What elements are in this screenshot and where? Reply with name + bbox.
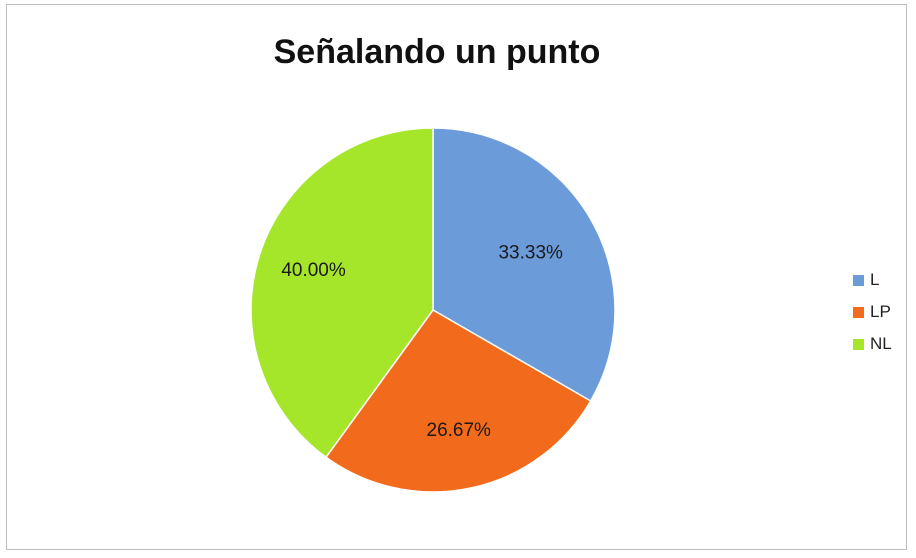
legend-item-l: L [853, 267, 892, 293]
pie-chart: 33.33% 26.67% 40.00% [250, 127, 616, 493]
chart-title: Señalando un punto [273, 33, 601, 71]
legend-swatch-l [853, 274, 864, 286]
pie-slice-lp [324, 309, 592, 493]
data-label-nl: 40.00% [281, 260, 346, 281]
data-label-l: 33.33% [498, 243, 563, 264]
pie-slice-l [432, 127, 616, 402]
legend-swatch-nl [853, 338, 864, 350]
legend-item-lp: LP [853, 299, 892, 325]
data-label-lp: 26.67% [427, 420, 492, 441]
legend-label-lp: LP [870, 302, 891, 321]
legend-swatch-lp [853, 306, 864, 318]
chart-area: Señalando un punto 33.33% 26.67% 40.00% L … [6, 4, 907, 550]
pie-slice-nl [250, 127, 434, 459]
legend-item-nl: NL [853, 331, 892, 357]
legend-label-nl: NL [870, 334, 892, 353]
legend-label-l: L [870, 270, 880, 289]
legend: L LP NL [853, 267, 892, 363]
